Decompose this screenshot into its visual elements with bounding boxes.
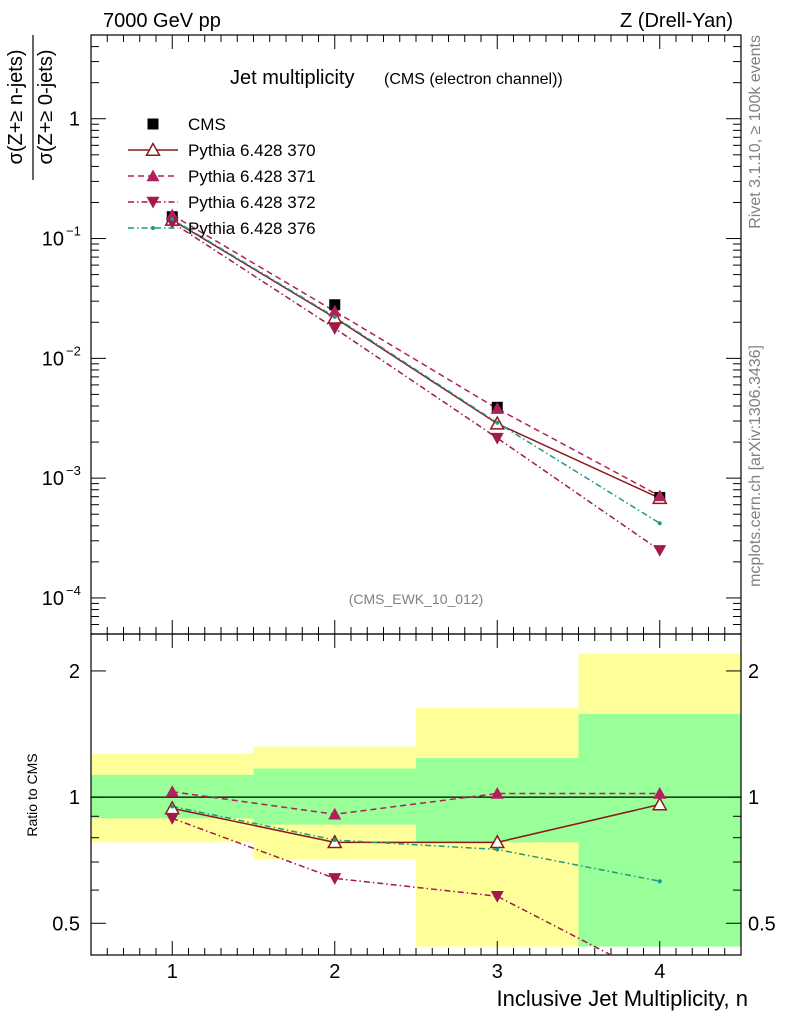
main-line-p371 bbox=[171, 214, 661, 497]
main-ytick-exponent: −3 bbox=[66, 463, 81, 478]
ratio-xtick-label: 4 bbox=[654, 961, 665, 983]
ratio-ytick-label-right: 0.5 bbox=[748, 913, 776, 935]
ratio-point-p372 bbox=[165, 813, 179, 825]
ratio-ytick-label: 0.5 bbox=[52, 913, 80, 935]
main-point-p372 bbox=[653, 545, 667, 557]
ratio-ytick-label-right: 1 bbox=[748, 787, 759, 809]
ratio-uncertainty-bands bbox=[91, 653, 741, 947]
ratio-series-markers bbox=[164, 785, 668, 903]
ratio-line-p370 bbox=[172, 803, 660, 844]
main-ytick-label: 1 bbox=[69, 109, 80, 131]
mcplots-url: mcplots.cern.ch [arXiv:1306.3436] bbox=[747, 345, 764, 587]
legend-marker-p372 bbox=[146, 196, 160, 209]
legend-label-p372: Pythia 6.428 372 bbox=[188, 193, 316, 212]
main-point-p376 bbox=[332, 314, 337, 319]
main-series-lines bbox=[171, 214, 661, 551]
legend-marker-p370 bbox=[145, 141, 161, 156]
main-ytick-exponent: −2 bbox=[66, 343, 81, 358]
ratio-point-p371 bbox=[653, 786, 667, 799]
ratio-series-lines bbox=[171, 790, 660, 956]
ratio-line-p372 bbox=[171, 817, 612, 956]
main-ytick-label: 10 bbox=[42, 588, 64, 610]
ratio-point-p376 bbox=[332, 838, 337, 843]
main-axis-ticks: 10 −410 −310 −210 −11 bbox=[42, 34, 742, 635]
header-left: 7000 GeV pp bbox=[103, 10, 221, 32]
ratio-point-p371 bbox=[328, 807, 342, 820]
ratio-xtick-label: 1 bbox=[167, 961, 178, 983]
ratio-axis-ticks: 1 2 3 4 0.5 0.5 1 1 2 2 bbox=[52, 633, 776, 983]
main-line-p372 bbox=[171, 221, 661, 551]
ratio-point-p376 bbox=[495, 847, 500, 852]
main-ylabel: σ(Z+≥ n-jets) σ(Z+≥ 0-jets) bbox=[5, 35, 57, 180]
ratio-xtick-label: 3 bbox=[492, 961, 503, 983]
ratio-point-p371 bbox=[165, 785, 179, 797]
main-ytick-exponent: −1 bbox=[66, 224, 81, 239]
main-point-p372 bbox=[165, 217, 179, 230]
ratio-xtick-label: 2 bbox=[329, 961, 340, 983]
legend: CMS Pythia 6.428 370 Pythia 6.428 371 Pythi… bbox=[128, 115, 316, 238]
ratio-point-p371 bbox=[490, 786, 504, 799]
legend-label-p370: Pythia 6.428 370 bbox=[188, 141, 316, 160]
main-point-p376 bbox=[657, 521, 662, 526]
legend-marker-p376 bbox=[151, 226, 155, 230]
ratio-xlabel: Inclusive Jet Multiplicity, n bbox=[497, 986, 748, 1011]
ratio-point-p370 bbox=[651, 796, 668, 811]
main-line-p376 bbox=[171, 218, 661, 524]
main-point-p371 bbox=[653, 489, 667, 502]
main-series-markers bbox=[164, 208, 668, 557]
ylabel-denominator: σ(Z+≥ 0-jets) bbox=[35, 50, 57, 165]
main-line-p370 bbox=[171, 219, 661, 499]
ratio-ytick-label-right: 2 bbox=[748, 661, 759, 683]
main-point-p372 bbox=[490, 432, 504, 445]
legend-label-p376: Pythia 6.428 376 bbox=[188, 219, 316, 238]
main-point-p376 bbox=[170, 217, 175, 222]
band-inner-4 bbox=[578, 713, 741, 947]
ratio-point-p372 bbox=[328, 873, 342, 885]
main-title-sub: (CMS (electron channel)) bbox=[384, 71, 563, 88]
main-ytick-exponent: −4 bbox=[66, 583, 81, 598]
ratio-point-p376 bbox=[657, 879, 662, 884]
ylabel-numerator: σ(Z+≥ n-jets) bbox=[5, 50, 27, 165]
main-point-p371 bbox=[328, 304, 342, 317]
main-point-p376 bbox=[495, 420, 500, 425]
main-point-data bbox=[329, 299, 341, 311]
main-ytick-label: 10 bbox=[42, 468, 64, 490]
main-point-p371 bbox=[490, 402, 504, 414]
main-title: Jet multiplicity bbox=[230, 67, 354, 89]
ratio-line-p371 bbox=[172, 790, 660, 816]
legend-marker-data bbox=[147, 118, 159, 130]
main-ytick-label: 10 bbox=[42, 229, 64, 251]
ratio-ytick-label: 1 bbox=[69, 787, 80, 809]
ratio-ytick-label: 2 bbox=[69, 661, 80, 683]
main-point-p372 bbox=[328, 323, 342, 335]
legend-marker-p371 bbox=[146, 169, 160, 182]
ratio-line-p376 bbox=[172, 805, 660, 882]
main-ytick-label: 10 bbox=[42, 348, 64, 370]
ratio-ylabel: Ratio to CMS bbox=[24, 753, 40, 836]
ratio-point-p372 bbox=[490, 891, 504, 903]
ratio-point-p376 bbox=[170, 804, 175, 809]
legend-label-data: CMS bbox=[188, 115, 226, 134]
legend-label-p371: Pythia 6.428 371 bbox=[188, 167, 316, 186]
rivet-label: Rivet 3.1.10, ≥ 100k events bbox=[747, 35, 764, 229]
analysis-tag: (CMS_EWK_10_012) bbox=[349, 591, 484, 607]
header-right: Z (Drell-Yan) bbox=[620, 10, 733, 32]
